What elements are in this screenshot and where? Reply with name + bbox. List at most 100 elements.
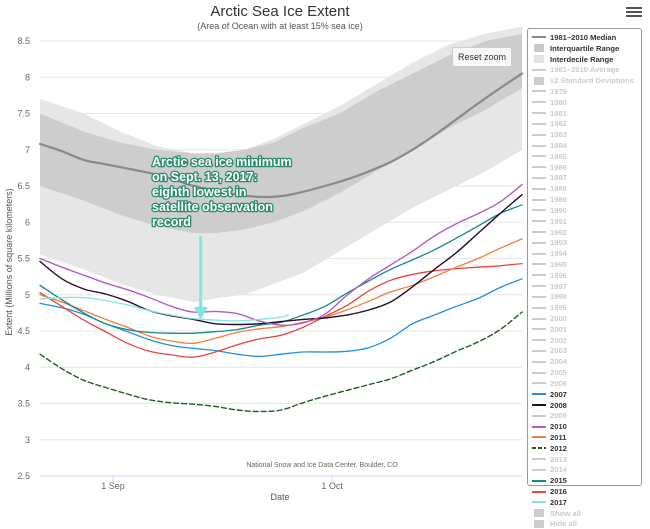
series-line-2007[interactable]: [39, 278, 523, 358]
legend-item-1992[interactable]: 1992: [532, 227, 641, 238]
legend-item-2000[interactable]: 2000: [532, 313, 641, 324]
legend-item-interdecile-range[interactable]: Interdecile Range: [532, 54, 641, 65]
series-line-2012[interactable]: [39, 311, 523, 413]
legend-item-2012[interactable]: 2012: [532, 443, 641, 454]
legend-item-1986[interactable]: 1986: [532, 162, 641, 173]
legend-item-interquartile-range[interactable]: Interquartile Range: [532, 43, 641, 54]
legend-label: 1989: [550, 195, 567, 205]
legend-label: 2009: [550, 411, 567, 421]
legend-label: 2001: [550, 324, 567, 334]
annotation-text-line: eighth lowest in: [152, 185, 246, 199]
reset-zoom-button[interactable]: Reset zoom: [452, 47, 512, 67]
legend-item-1984[interactable]: 1984: [532, 140, 641, 151]
legend-symbol-icon: [532, 98, 546, 106]
legend-item-1988[interactable]: 1988: [532, 183, 641, 194]
legend-item-1981[interactable]: 1981: [532, 108, 641, 119]
legend-symbol-icon: [532, 142, 546, 150]
legend-item-1980[interactable]: 1980: [532, 97, 641, 108]
legend-label: 1997: [550, 281, 567, 291]
legend-item-2007[interactable]: 2007: [532, 389, 641, 400]
legend-symbol-icon: [532, 271, 546, 279]
legend-label: 2003: [550, 346, 567, 356]
legend-label: 1981–2010 Average: [550, 65, 620, 75]
legend-item-2011[interactable]: 2011: [532, 432, 641, 443]
legend-label: Interquartile Range: [550, 43, 620, 53]
legend-item-2015[interactable]: 2015: [532, 475, 641, 486]
chart-credit: National Snow and Ice Data Center, Bould…: [246, 462, 398, 469]
legend-item-1979[interactable]: 1979: [532, 86, 641, 97]
legend-item-1981-2010-median[interactable]: 1981–2010 Median: [532, 32, 641, 43]
legend-symbol-icon: [532, 477, 546, 485]
legend-item-2-standard-deviations[interactable]: ±2 Standard Deviations: [532, 75, 641, 86]
legend-item-1990[interactable]: 1990: [532, 205, 641, 216]
legend-label: 1990: [550, 205, 567, 215]
legend-item-2008[interactable]: 2008: [532, 400, 641, 411]
legend-item-2006[interactable]: 2006: [532, 378, 641, 389]
hamburger-menu-icon[interactable]: [626, 5, 642, 21]
series-line-2011[interactable]: [39, 238, 523, 345]
legend-item-2001[interactable]: 2001: [532, 324, 641, 335]
y-tick-label: 4.5: [17, 326, 30, 336]
legend-label: 1987: [550, 173, 567, 183]
legend-item-1997[interactable]: 1997: [532, 281, 641, 292]
legend-symbol-icon: [532, 401, 546, 409]
legend-item-2005[interactable]: 2005: [532, 367, 641, 378]
chart-legend: 1981–2010 Median Interquartile Range Inter…: [527, 28, 642, 528]
legend-symbol-icon: [532, 44, 546, 53]
legend-item-1995[interactable]: 1995: [532, 259, 641, 270]
x-axis-title: Date: [270, 492, 289, 502]
annotation-arrow-shaft: [199, 236, 203, 311]
series-line-2010[interactable]: [39, 183, 523, 326]
legend-item-2016[interactable]: 2016: [532, 486, 641, 497]
x-tick-label: 1 Sep: [101, 481, 125, 491]
legend-symbol-icon: [532, 185, 546, 193]
legend-item-1993[interactable]: 1993: [532, 237, 641, 248]
legend-item-2009[interactable]: 2009: [532, 410, 641, 421]
legend-item-1998[interactable]: 1998: [532, 292, 641, 303]
legend-symbol-icon: [532, 217, 546, 225]
legend-item-show-all[interactable]: Show all: [532, 508, 641, 519]
series-line-2008[interactable]: [39, 194, 523, 326]
y-tick-label: 8: [25, 72, 30, 82]
legend-label: 1986: [550, 162, 567, 172]
legend-item-1999[interactable]: 1999: [532, 302, 641, 313]
series-line-1981-2010-median[interactable]: [38, 72, 524, 199]
legend-symbol-icon: [532, 260, 546, 268]
legend-item-1985[interactable]: 1985: [532, 151, 641, 162]
menu-bar: [626, 11, 642, 13]
series-line-2016[interactable]: [39, 262, 523, 358]
legend-symbol-icon: [532, 390, 546, 398]
legend-item-1982[interactable]: 1982: [532, 119, 641, 130]
legend-item-2010[interactable]: 2010: [532, 421, 641, 432]
legend-item-1983[interactable]: 1983: [532, 129, 641, 140]
legend-item-1991[interactable]: 1991: [532, 216, 641, 227]
series-line-2017[interactable]: [39, 296, 289, 322]
legend-item-2017[interactable]: 2017: [532, 497, 641, 508]
legend-label: 1979: [550, 86, 567, 96]
legend-item-2013[interactable]: 2013: [532, 454, 641, 465]
legend-item-2014[interactable]: 2014: [532, 465, 641, 476]
legend-symbol-icon: [532, 174, 546, 182]
legend-symbol-icon: [532, 466, 546, 474]
legend-item-1994[interactable]: 1994: [532, 248, 641, 259]
legend-item-1987[interactable]: 1987: [532, 173, 641, 184]
legend-item-2002[interactable]: 2002: [532, 335, 641, 346]
legend-item-hide-all[interactable]: Hide all: [532, 519, 641, 529]
legend-item-1981-2010-average[interactable]: 1981–2010 Average: [532, 64, 641, 75]
legend-symbol-icon: [532, 358, 546, 366]
legend-item-1989[interactable]: 1989: [532, 194, 641, 205]
legend-item-2003[interactable]: 2003: [532, 346, 641, 357]
legend-symbol-icon: [532, 498, 546, 506]
legend-symbol-icon: [532, 239, 546, 247]
legend-label: 2011: [550, 432, 567, 442]
legend-symbol-icon: [532, 120, 546, 128]
legend-symbol-icon: [532, 455, 546, 463]
legend-label: 2015: [550, 476, 567, 486]
legend-label: 2000: [550, 314, 567, 324]
y-tick-label: 4: [25, 362, 30, 372]
legend-item-2004[interactable]: 2004: [532, 356, 641, 367]
legend-symbol-icon: [532, 109, 546, 117]
legend-item-1996[interactable]: 1996: [532, 270, 641, 281]
legend-label: 1983: [550, 130, 567, 140]
